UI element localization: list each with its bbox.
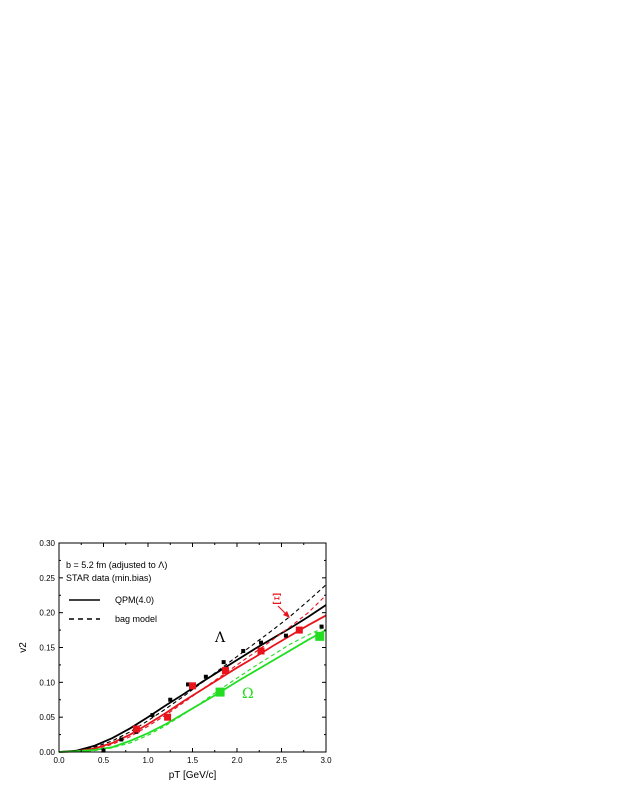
y-tick-label: 0.30 (39, 539, 55, 548)
model-curves (58, 584, 327, 753)
data-point-lambda (186, 682, 191, 687)
xi-pointer-arrowhead (283, 611, 290, 618)
species-label-lambda: Λ (214, 630, 226, 646)
data-point-lambda (150, 713, 155, 718)
annotation-data-source: STAR data (min.bias) (66, 573, 151, 583)
curve-xi-dashed (58, 594, 327, 753)
data-point-xi (164, 713, 172, 721)
data-point-xi (257, 647, 265, 655)
y-tick-label: 0.15 (39, 644, 55, 653)
curve-xi-solid (58, 614, 327, 753)
data-point-lambda (221, 660, 226, 665)
data-point-lambda (203, 674, 208, 679)
x-tick-label: 0.0 (53, 756, 65, 765)
legend-label-qpm: QPM(4.0) (115, 595, 154, 605)
y-tick-label: 0.20 (39, 609, 55, 618)
y-tick-label: 0.00 (39, 748, 55, 757)
data-point-xi (221, 666, 229, 674)
species-label-omega: Ω (242, 686, 254, 702)
annotation-impact-parameter: b = 5.2 fm (adjusted to Λ) (66, 560, 167, 570)
x-axis-label: pT [GeV/c] (169, 770, 217, 781)
y-tick-label: 0.25 (39, 574, 55, 583)
plot-area (59, 543, 326, 752)
data-point-lambda (241, 648, 246, 653)
legend-label-bag-model: bag model (115, 614, 157, 624)
species-label-xi: Ξ (272, 592, 282, 608)
axis-ticks: 0.0 0.5 1.0 1.5 2.0 2.5 3.0 0.00 0.05 0.10 0.15 0.2… (39, 539, 332, 765)
curve-lambda-dashed (58, 584, 327, 753)
data-point-lambda (168, 697, 173, 702)
plot-background (59, 543, 326, 752)
x-tick-label: 3.0 (320, 756, 332, 765)
x-tick-label: 1.5 (187, 756, 199, 765)
data-point-xi (295, 626, 303, 634)
y-tick-label: 0.05 (39, 713, 55, 722)
data-point-xi (189, 682, 196, 690)
y-axis-label: v2 (18, 642, 29, 653)
data-points (101, 624, 325, 753)
data-point-omega (215, 687, 225, 697)
x-tick-label: 2.0 (231, 756, 243, 765)
data-point-lambda (259, 640, 264, 645)
y-tick-label: 0.10 (39, 678, 55, 687)
x-tick-label: 0.5 (98, 756, 110, 765)
data-point-lambda (119, 737, 124, 742)
x-tick-label: 2.5 (276, 756, 288, 765)
data-point-omega (315, 631, 325, 641)
data-point-lambda (283, 633, 288, 638)
x-tick-label: 1.0 (142, 756, 154, 765)
legend: QPM(4.0) bag model (69, 595, 157, 624)
data-point-xi (132, 725, 140, 733)
data-point-lambda (319, 624, 324, 629)
